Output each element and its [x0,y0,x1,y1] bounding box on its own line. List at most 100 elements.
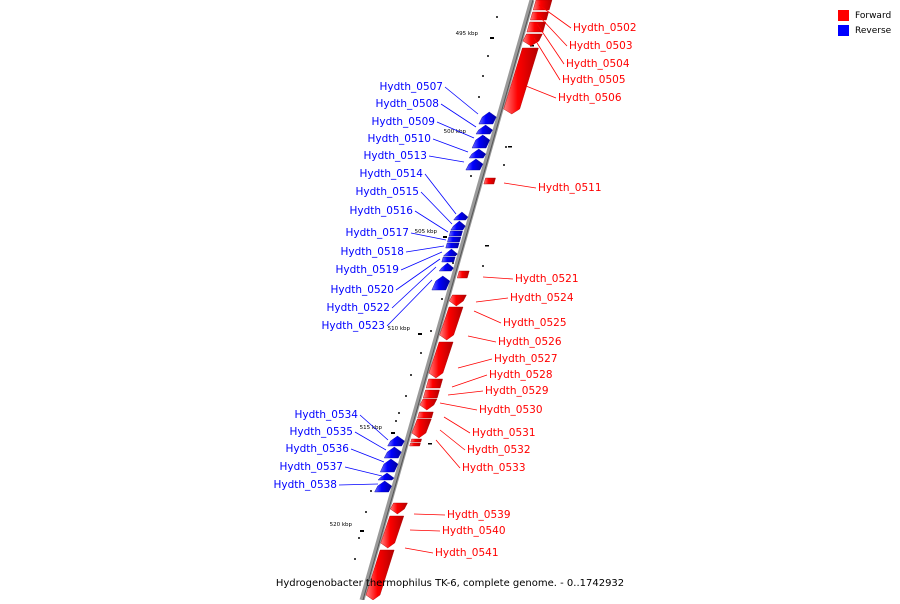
label-hydth-0524: Hydth_0524 [510,292,574,304]
leader-hydth-0527 [457,358,493,369]
label-hydth-0505: Hydth_0505 [562,74,626,86]
leader-hydth-0531 [443,416,471,434]
label-hydth-0514: Hydth_0514 [359,168,423,180]
leader-hydth-0504 [536,23,565,65]
label-hydth-0503: Hydth_0503 [569,40,633,52]
leader-hydth-0522 [391,266,437,309]
leader-hydth-0524 [475,297,509,303]
reverse-swatch [838,25,849,36]
forward-gene-hydth-0528 [422,389,440,399]
label-hydth-0520: Hydth_0520 [330,284,394,296]
leader-hydth-0509 [436,121,475,139]
reverse-gene-hydth-0534 [387,435,405,447]
leader-hydth-0533 [435,439,461,469]
label-hydth-0513: Hydth_0513 [363,150,427,162]
label-hydth-0534: Hydth_0534 [294,409,358,421]
reverse-gene-hydth-0522 [438,262,454,272]
label-leader-lines [338,4,572,554]
label-hydth-0525: Hydth_0525 [503,317,567,329]
reverse-gene-hydth-0518 [445,242,460,249]
scale-label: 520 kbp [330,522,353,528]
legend-reverse-label: Reverse [855,25,892,36]
scale-label: 495 kbp [456,31,479,37]
forward-gene-hydth-0524 [449,294,467,307]
minor-tick [430,330,432,332]
forward-gene-hydth-0532 [410,438,422,443]
minor-tick [370,490,372,492]
minor-tick [405,395,407,397]
forward-gene-hydth-0540 [380,515,405,549]
forward-gene-hydth-0502 [532,0,553,11]
minor-tick [428,443,432,445]
leader-hydth-0539 [413,513,446,516]
leader-hydth-0510 [432,138,469,153]
forward-gene-hydth-0530 [417,411,434,419]
leader-hydth-0528 [451,374,488,388]
legend: Forward Reverse [838,8,891,38]
minor-tick [482,265,484,267]
minor-tick [420,352,422,354]
label-hydth-0536: Hydth_0536 [285,443,349,455]
major-tick [391,432,395,434]
minor-tick [530,45,534,47]
label-hydth-0541: Hydth_0541 [435,547,499,559]
label-hydth-0511: Hydth_0511 [538,182,602,194]
label-hydth-0507: Hydth_0507 [379,81,443,93]
minor-tick [365,511,367,513]
major-tick [490,37,494,39]
leader-hydth-0518 [405,245,445,253]
label-hydth-0519: Hydth_0519 [335,264,399,276]
chromosome-backbone [359,0,535,601]
leader-hydth-0535 [354,431,387,451]
forward-gene-hydth-0539 [390,502,408,515]
leader-hydth-0515 [420,191,453,225]
major-tick [360,530,364,532]
label-hydth-0510: Hydth_0510 [367,133,431,145]
label-hydth-0502: Hydth_0502 [573,22,637,34]
leader-hydth-0514 [424,173,457,215]
reverse-gene-hydth-0536 [379,458,399,473]
leader-hydth-0517 [410,232,447,241]
leader-hydth-0521 [482,276,514,280]
label-hydth-0515: Hydth_0515 [355,186,419,198]
scale-label: 505 kbp [415,229,438,235]
reverse-gene-hydth-0513 [465,158,484,171]
minor-tick [410,374,412,376]
label-hydth-0538: Hydth_0538 [273,479,337,491]
forward-swatch [838,10,849,21]
forward-gene-hydth-0506 [503,47,539,115]
leader-hydth-0540 [409,529,441,532]
leader-hydth-0534 [359,414,389,441]
gene-labels: Hydth_0502 Hydth_0503 Hydth_0504 Hydth_0505… [273,22,636,559]
minor-tick [395,420,397,422]
forward-gene-hydth-0511 [483,177,496,185]
reverse-gene-hydth-0516 [448,230,463,237]
leader-hydth-0516 [414,210,449,233]
reverse-gene-hydth-0508 [475,124,493,135]
reverse-gene-hydth-0523 [431,275,451,291]
minor-tick [485,245,489,247]
minor-tick [452,262,454,264]
leader-hydth-0519 [400,251,443,271]
label-hydth-0530: Hydth_0530 [479,404,543,416]
leader-hydth-0536 [350,448,385,463]
label-hydth-0528: Hydth_0528 [489,369,553,381]
leader-hydth-0523 [386,279,433,327]
label-hydth-0526: Hydth_0526 [498,336,562,348]
minor-tick [478,96,480,98]
minor-tick [358,537,360,539]
leader-hydth-0537 [344,466,383,477]
label-hydth-0529: Hydth_0529 [485,385,549,397]
backbone-line [359,0,535,601]
minor-tick [470,175,472,177]
label-hydth-0521: Hydth_0521 [515,273,579,285]
reverse-gene-hydth-0514 [453,211,469,221]
major-tick [418,333,422,335]
forward-gene-hydth-0529 [419,398,438,411]
leader-hydth-0507 [444,86,479,115]
leader-hydth-0526 [467,335,497,343]
forward-gene-hydth-0531 [411,418,432,439]
reverse-gene-hydth-0515 [450,220,466,231]
legend-reverse: Reverse [838,23,891,38]
